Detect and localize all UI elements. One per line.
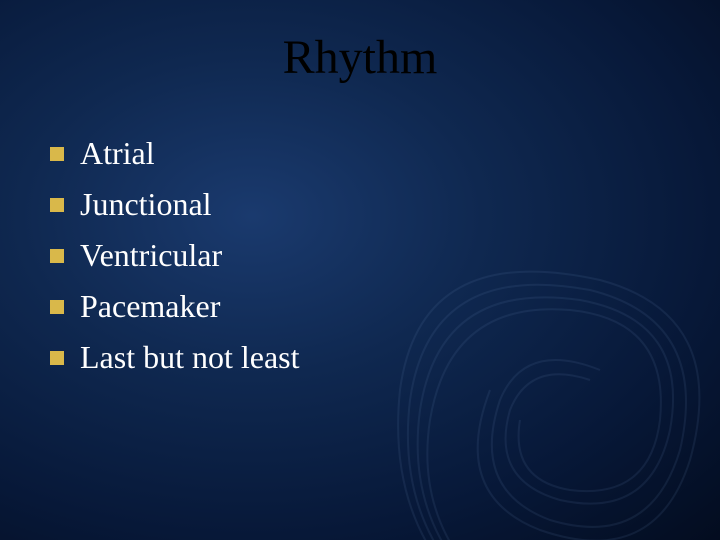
list-item: Last but not least: [50, 339, 720, 376]
bullet-list: Atrial Junctional Ventricular Pacemaker …: [0, 135, 720, 376]
bullet-label: Ventricular: [80, 237, 222, 274]
bullet-label: Last but not least: [80, 339, 300, 376]
bullet-square-icon: [50, 147, 64, 161]
list-item: Ventricular: [50, 237, 720, 274]
bullet-square-icon: [50, 300, 64, 314]
bullet-square-icon: [50, 351, 64, 365]
list-item: Pacemaker: [50, 288, 720, 325]
bullet-label: Atrial: [80, 135, 155, 172]
bullet-square-icon: [50, 198, 64, 212]
list-item: Atrial: [50, 135, 720, 172]
bullet-label: Junctional: [80, 186, 212, 223]
slide-title: Rhythm: [0, 0, 720, 135]
list-item: Junctional: [50, 186, 720, 223]
bullet-square-icon: [50, 249, 64, 263]
bullet-label: Pacemaker: [80, 288, 220, 325]
